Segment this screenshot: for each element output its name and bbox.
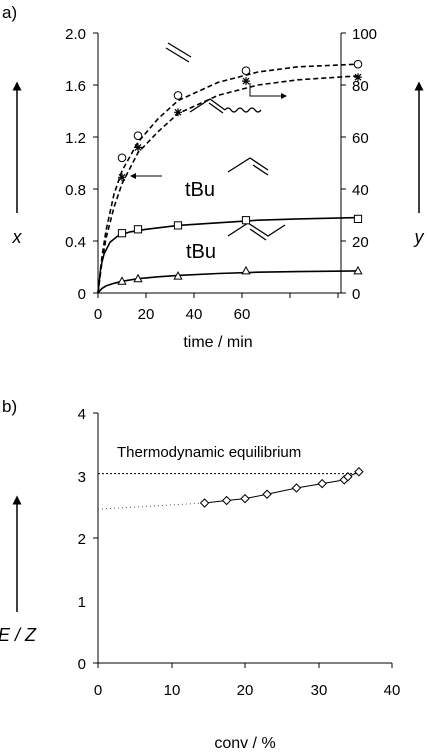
series-triangle-line	[97, 270, 359, 294]
data-point-star	[354, 73, 362, 82]
chart-a-right-tick-label: 40	[352, 182, 369, 199]
series-star-line	[97, 75, 359, 294]
data-point-diamond	[221, 495, 232, 506]
chart-a-x-tick-label: 40	[186, 306, 203, 323]
chart-b-x-tick-label: 40	[384, 682, 401, 699]
chart-a-left-tick-label: 1.2	[65, 130, 86, 147]
data-point-circle	[173, 91, 183, 100]
panel-b-label: b)	[2, 397, 17, 416]
chart-b-y-axis-label: E / Z	[0, 625, 37, 645]
data-point-triangle	[173, 271, 183, 280]
data-point-circle	[353, 59, 363, 69]
chart-a-right-tick-label: 0	[352, 286, 360, 303]
data-point-square	[117, 229, 127, 238]
data-point-diamond	[262, 489, 272, 499]
data-point-star	[174, 108, 182, 117]
chart-a-x-axis-label: time / min	[183, 334, 252, 351]
tbu-label-1: tBu	[185, 179, 215, 201]
extrapolation-line	[97, 502, 205, 510]
data-point-circle	[117, 153, 127, 163]
chart-b-y-tick-label: 1	[78, 594, 86, 611]
chart-b: b) 0 1 2 3 4 0 10 20 30 40 conv / %	[0, 397, 400, 752]
chart-a-left-tick-label: 0.8	[65, 182, 86, 199]
data-point-star	[242, 77, 250, 86]
chart-a-right-tick-label: 60	[352, 130, 369, 147]
chart-a: a) 0 0.4 0.8 1.2 1.6 2.0 0	[2, 3, 425, 351]
chart-a-y-left-label: x	[12, 227, 23, 247]
data-point-square	[133, 225, 143, 234]
chart-b-x-ticks: 0 10 20 30 40	[94, 663, 401, 699]
data-point-circle	[241, 66, 251, 75]
data-point-diamond	[199, 498, 210, 508]
tbu-ethylene-structure	[227, 157, 269, 176]
data-point-diamond	[343, 472, 353, 482]
chart-a-left-tick-label: 0.4	[65, 234, 86, 251]
chart-a-x-tick-label: 60	[234, 306, 251, 323]
series-circle-line	[97, 63, 359, 294]
chart-b-y-ticks: 0 1 2 3 4	[78, 406, 98, 673]
data-point-star	[118, 173, 126, 182]
chart-b-x-tick-label: 10	[164, 682, 181, 699]
chart-a-right-tick-label: 80	[352, 78, 369, 95]
data-point-square	[241, 216, 251, 225]
chart-a-plot-area	[97, 59, 363, 294]
chart-b-x-tick-label: 20	[237, 682, 254, 699]
chart-b-y-tick-label: 2	[78, 531, 86, 548]
chart-a-right-tick-label: 20	[352, 234, 369, 251]
data-point-diamond	[354, 467, 364, 477]
chart-b-plot-area	[97, 467, 364, 510]
data-point-triangle	[353, 265, 363, 275]
chart-b-y-tick-label: 3	[78, 469, 86, 486]
chart-a-left-tick-label: 0	[78, 286, 86, 303]
data-point-diamond	[240, 493, 250, 504]
equilibrium-annotation: Thermodynamic equilibrium	[117, 444, 301, 461]
ethylene-structure	[165, 42, 192, 63]
pointer-arrow-right-axis	[249, 83, 287, 99]
chart-a-right-tick-label: 100	[352, 26, 377, 43]
chart-a-left-tick-label: 1.6	[65, 78, 86, 95]
data-point-square	[173, 221, 183, 230]
chart-a-right-ticks: 0 20 40 60 80 100	[341, 26, 377, 303]
chart-b-y-tick-label: 0	[78, 656, 86, 673]
chart-a-y-right-label: y	[413, 227, 425, 247]
chart-a-left-ticks: 0 0.4 0.8 1.2 1.6 2.0	[65, 26, 98, 303]
panel-a-label: a)	[2, 3, 17, 22]
data-point-triangle	[117, 276, 127, 285]
data-point-diamond	[291, 483, 302, 493]
chart-b-x-axis-label: conv / %	[214, 735, 275, 752]
data-point-circle	[133, 131, 143, 140]
data-point-triangle	[241, 265, 251, 275]
chart-b-x-tick-label: 0	[94, 682, 102, 699]
butene-structure	[189, 98, 262, 114]
chart-a-left-tick-label: 2.0	[65, 26, 86, 43]
chart-a-x-tick-label: 0	[94, 306, 102, 323]
tbu-butene-structure	[227, 222, 286, 241]
data-point-star	[134, 143, 142, 152]
data-point-square	[353, 214, 363, 224]
chart-a-x-ticks: 0 20 40 60	[94, 293, 339, 323]
chart-b-x-tick-label: 30	[311, 682, 328, 699]
data-point-triangle	[133, 273, 143, 283]
tbu-label-2: tBu	[186, 241, 216, 263]
chart-a-x-tick-label: 20	[138, 306, 155, 323]
data-point-diamond	[317, 478, 327, 489]
chart-b-y-tick-label: 4	[78, 406, 86, 423]
